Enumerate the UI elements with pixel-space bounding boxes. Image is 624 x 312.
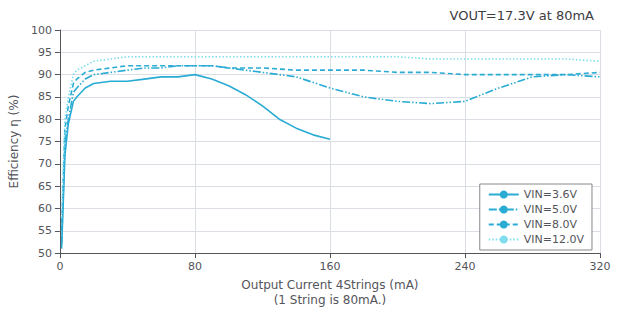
svg-text:100: 100 — [31, 24, 52, 37]
svg-text:Output Current 4Strings (mA): Output Current 4Strings (mA) — [241, 278, 418, 292]
svg-text:0: 0 — [56, 260, 63, 273]
svg-text:80: 80 — [38, 113, 52, 126]
svg-text:VIN=12.0V: VIN=12.0V — [524, 233, 585, 246]
svg-text:160: 160 — [319, 260, 340, 273]
svg-text:320: 320 — [590, 260, 611, 273]
svg-text:70: 70 — [38, 157, 52, 170]
svg-text:50: 50 — [38, 247, 52, 260]
svg-text:VIN=5.0V: VIN=5.0V — [524, 203, 578, 216]
svg-text:95: 95 — [38, 46, 52, 59]
svg-text:240: 240 — [454, 260, 475, 273]
svg-text:VIN=3.6V: VIN=3.6V — [524, 188, 578, 201]
svg-text:90: 90 — [38, 68, 52, 81]
svg-text:Efficiency η (%): Efficiency η (%) — [7, 95, 21, 189]
svg-text:85: 85 — [38, 90, 52, 103]
svg-text:80: 80 — [188, 260, 202, 273]
svg-text:75: 75 — [38, 135, 52, 148]
svg-text:(1 String is 80mA.): (1 String is 80mA.) — [274, 293, 387, 307]
svg-text:55: 55 — [38, 224, 52, 237]
svg-text:VOUT=17.3V at 80mA: VOUT=17.3V at 80mA — [449, 8, 594, 23]
svg-text:60: 60 — [38, 202, 52, 215]
svg-text:VIN=8.0V: VIN=8.0V — [524, 218, 578, 231]
svg-text:65: 65 — [38, 180, 52, 193]
